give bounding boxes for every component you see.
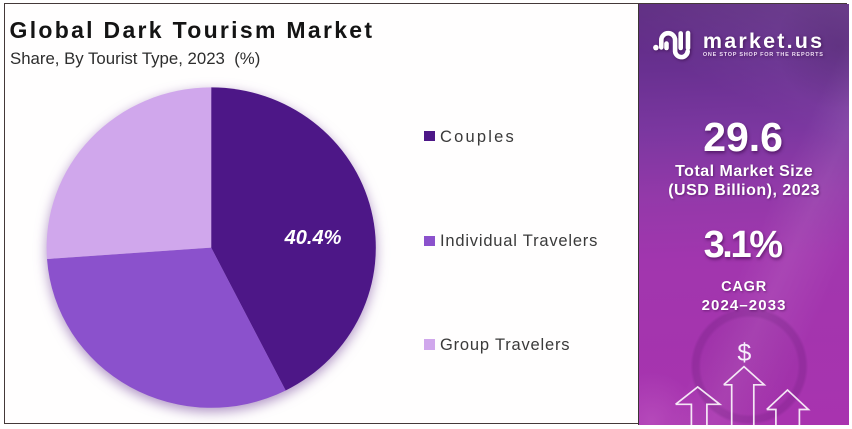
svg-text:$: $ xyxy=(737,339,751,367)
svg-text:40.4%: 40.4% xyxy=(284,227,342,249)
svg-text:market.us: market.us xyxy=(702,29,823,53)
svg-text:ONE STOP SHOP FOR THE REPORTS: ONE STOP SHOP FOR THE REPORTS xyxy=(702,52,823,58)
